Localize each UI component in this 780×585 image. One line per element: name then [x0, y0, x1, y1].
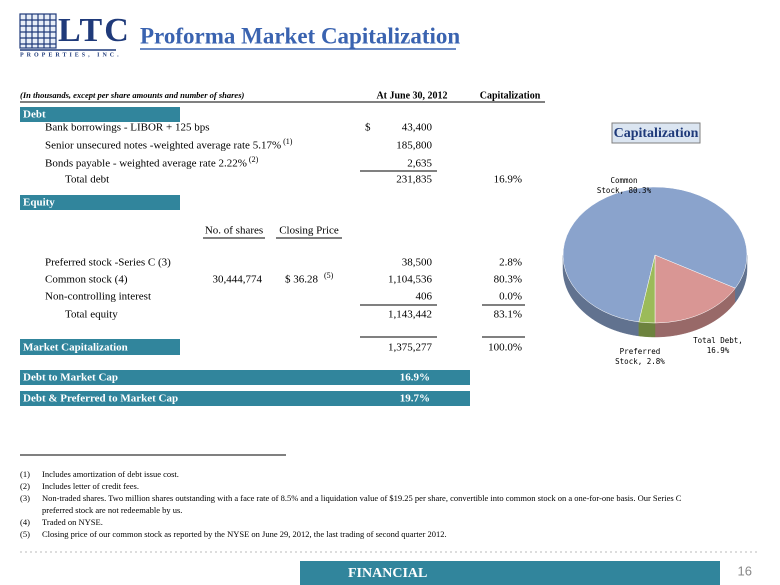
- row-label: Senior unsecured notes -weighted average…: [45, 140, 281, 152]
- total-label: Total equity: [65, 309, 118, 321]
- pie-slice: [638, 254, 656, 324]
- price: $ 36.28: [285, 274, 319, 286]
- amount: 406: [416, 291, 433, 303]
- footnote-marker: (3): [20, 493, 30, 503]
- column-header: Closing Price: [279, 225, 339, 237]
- logo-name: LTC: [58, 12, 131, 49]
- column-header: At June 30, 2012: [376, 90, 447, 101]
- section-heading: Market Capitalization: [23, 342, 128, 354]
- shares: 30,444,774: [213, 274, 263, 286]
- footnote-ref: (1): [283, 137, 293, 146]
- table-note: (In thousands, except per share amounts …: [20, 90, 245, 100]
- slide-title: Proforma Market Capitalization: [140, 23, 460, 48]
- section-bar: [20, 370, 470, 385]
- footnote-text: Non-traded shares. Two million shares ou…: [42, 493, 682, 503]
- section-bar: [20, 391, 470, 406]
- row-label: Common stock (4): [45, 274, 128, 286]
- table: (In thousands, except per share amounts …: [20, 90, 545, 406]
- footnote-ref: (2): [249, 155, 259, 164]
- footnote-text: Includes letter of credit fees.: [42, 481, 139, 491]
- column-header: Capitalization: [480, 90, 541, 101]
- slice-label: Stock, 80.3%: [597, 186, 652, 195]
- row-label: Preferred stock -Series C (3): [45, 257, 171, 269]
- footnote-marker: (2): [20, 481, 30, 491]
- logo-icon: [19, 13, 57, 49]
- footer-section: FINANCIAL: [348, 566, 427, 581]
- slice-label: Common: [610, 176, 637, 185]
- footnote-text: Includes amortization of debt issue cost…: [42, 469, 179, 479]
- pie-title: Capitalization: [614, 126, 699, 141]
- footnote-marker: (1): [20, 469, 30, 479]
- section-bar: [20, 107, 180, 122]
- ratio-value: 19.7%: [400, 393, 430, 405]
- section-bar: [20, 195, 180, 210]
- percent: 83.1%: [494, 309, 522, 321]
- pie-title-box: [611, 122, 701, 144]
- amount: 185,800: [396, 140, 432, 152]
- slice-label: Preferred: [620, 347, 661, 356]
- slice-label: 16.9%: [707, 346, 730, 355]
- row-label: Bank borrowings - LIBOR + 125 bps: [45, 122, 209, 134]
- column-header: No. of shares: [205, 225, 263, 237]
- amount: 231,835: [396, 174, 432, 186]
- amount: 1,104,536: [388, 274, 433, 286]
- pie-slice: [562, 186, 748, 323]
- ratio-label: Debt & Preferred to Market Cap: [23, 393, 178, 405]
- amount: 38,500: [402, 257, 433, 269]
- slice-label: Stock, 2.8%: [615, 357, 665, 366]
- ratio-value: 16.9%: [400, 372, 430, 384]
- percent: 16.9%: [494, 174, 522, 186]
- pie-slice: [654, 254, 736, 324]
- section-heading: Equity: [23, 197, 55, 209]
- currency: $: [365, 122, 371, 134]
- percent: 0.0%: [499, 291, 522, 303]
- footer-bar: [300, 561, 720, 585]
- logo-tagline: PROPERTIES, INC.: [20, 52, 122, 58]
- ratio-label: Debt to Market Cap: [23, 372, 118, 384]
- slice-side: [638, 321, 656, 338]
- percent: 80.3%: [494, 274, 522, 286]
- percent: 2.8%: [499, 257, 522, 269]
- footnotes: (1) Includes amortization of debt issue c…: [20, 469, 682, 539]
- row-label: Bonds payable - weighted average rate 2.…: [45, 158, 247, 170]
- section-heading: Debt: [23, 109, 46, 121]
- slice-label: Total Debt,: [693, 336, 743, 345]
- section-bar: [20, 339, 180, 355]
- total-label: Total debt: [65, 174, 109, 186]
- amount: 1,143,442: [388, 309, 432, 321]
- footnote-marker: (4): [20, 517, 30, 527]
- amount: 1,375,277: [388, 342, 433, 354]
- amount: 2,635: [407, 158, 432, 170]
- amount: 43,400: [402, 122, 433, 134]
- footnote-ref: (5): [324, 271, 334, 280]
- footnote-text: Traded on NYSE.: [42, 517, 103, 527]
- footnote-text: preferred stock are not redeemable by us…: [42, 505, 182, 515]
- percent: 100.0%: [488, 342, 522, 354]
- page-number: 16: [738, 563, 752, 578]
- row-label: Non-controlling interest: [45, 291, 151, 303]
- footnote-marker: (5): [20, 529, 30, 539]
- footnote-text: Closing price of our common stock as rep…: [42, 529, 447, 539]
